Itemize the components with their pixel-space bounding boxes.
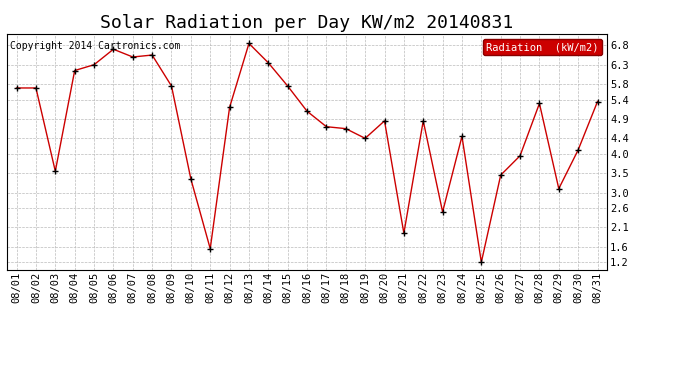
Text: Copyright 2014 Cartronics.com: Copyright 2014 Cartronics.com bbox=[10, 41, 180, 51]
Legend: Radiation  (kW/m2): Radiation (kW/m2) bbox=[483, 39, 602, 55]
Title: Solar Radiation per Day KW/m2 20140831: Solar Radiation per Day KW/m2 20140831 bbox=[101, 14, 513, 32]
